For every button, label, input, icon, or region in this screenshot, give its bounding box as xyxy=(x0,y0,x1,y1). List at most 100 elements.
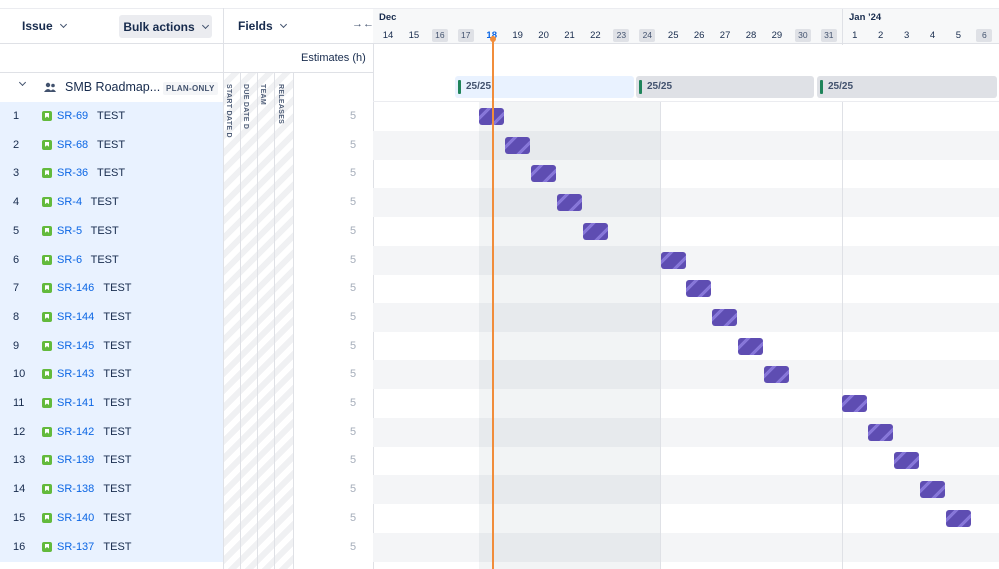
schedule-bar[interactable] xyxy=(712,308,738,326)
schedule-bar[interactable] xyxy=(530,165,556,183)
issue-row[interactable]: 12 SR-142 TEST xyxy=(0,417,223,447)
estimate-cell[interactable]: 5 xyxy=(349,310,357,323)
issue-key-link[interactable]: SR-69 xyxy=(57,110,89,122)
release-bar[interactable]: 25/25 xyxy=(636,76,814,98)
schedule-bar[interactable] xyxy=(479,108,504,125)
estimate-cell[interactable]: 5 xyxy=(349,540,357,553)
issue-key-link[interactable]: SR-141 xyxy=(57,397,95,409)
issue-summary[interactable]: TEST xyxy=(103,368,132,381)
timeline-row[interactable] xyxy=(373,532,999,562)
timeline-row[interactable] xyxy=(373,504,999,533)
issue-summary[interactable]: TEST xyxy=(103,483,132,496)
issue-row[interactable]: 7 SR-146 TEST xyxy=(0,274,223,304)
issue-key-link[interactable]: SR-36 xyxy=(57,167,89,180)
issue-row[interactable]: 16 SR-137 TEST xyxy=(0,532,223,562)
timeline-row[interactable] xyxy=(373,302,999,332)
schedule-bar[interactable] xyxy=(582,222,608,240)
timeline-row[interactable] xyxy=(373,417,999,447)
estimate-cell[interactable]: 5 xyxy=(349,511,357,524)
fields-column-header[interactable]: Fields xyxy=(238,19,287,33)
issue-summary[interactable]: TEST xyxy=(103,282,132,295)
schedule-bar[interactable] xyxy=(842,395,868,412)
estimate-cell[interactable]: 5 xyxy=(349,224,357,237)
parent-title[interactable]: SMB Roadmap... xyxy=(65,80,161,94)
issue-key-link[interactable]: SR-144 xyxy=(57,310,95,323)
issue-key-link[interactable]: SR-6 xyxy=(57,253,83,266)
issue-row[interactable]: 4 SR-4 TEST xyxy=(0,188,223,218)
issue-row[interactable]: 13 SR-139 TEST xyxy=(0,446,223,476)
timeline-row[interactable] xyxy=(373,217,999,246)
estimate-cell[interactable]: 5 xyxy=(349,196,357,209)
issue-key-link[interactable]: SR-68 xyxy=(57,138,89,151)
issue-summary[interactable]: TEST xyxy=(97,138,126,151)
estimate-cell[interactable]: 5 xyxy=(349,339,357,352)
issue-row[interactable]: 8 SR-144 TEST xyxy=(0,302,223,332)
team-column-label[interactable]: TEAM xyxy=(259,84,266,106)
issue-summary[interactable]: TEST xyxy=(90,224,119,237)
estimate-cell[interactable]: 5 xyxy=(349,397,357,409)
start-date-column-label[interactable]: START DATE D xyxy=(225,84,232,138)
issue-row[interactable]: 6 SR-6 TEST xyxy=(0,245,223,275)
issue-row[interactable]: 1 SR-69 TEST xyxy=(0,102,223,131)
schedule-bar[interactable] xyxy=(867,423,893,441)
issue-summary[interactable]: TEST xyxy=(103,425,132,438)
estimate-cell[interactable]: 5 xyxy=(349,425,357,438)
estimate-cell[interactable]: 5 xyxy=(349,454,357,467)
schedule-bar[interactable] xyxy=(919,481,945,499)
issue-summary[interactable]: TEST xyxy=(97,110,126,122)
releases-column-label[interactable]: RELEASES xyxy=(277,84,284,125)
issue-key-link[interactable]: SR-137 xyxy=(57,540,95,553)
issue-key-link[interactable]: SR-5 xyxy=(57,224,83,237)
parent-row[interactable]: SMB Roadmap... PLAN-ONLY xyxy=(0,73,223,102)
issue-summary[interactable]: TEST xyxy=(103,454,132,467)
due-date-column-label[interactable]: DUE DATE D xyxy=(242,84,249,129)
timeline-row[interactable] xyxy=(373,389,999,418)
issue-summary[interactable]: TEST xyxy=(90,253,119,266)
collapse-arrows-icon[interactable]: →← xyxy=(352,18,374,30)
schedule-bar[interactable] xyxy=(738,337,764,355)
issue-row[interactable]: 9 SR-145 TEST xyxy=(0,331,223,361)
issue-row[interactable]: 15 SR-140 TEST xyxy=(0,503,223,533)
issue-row[interactable]: 2 SR-68 TEST xyxy=(0,130,223,160)
schedule-bar[interactable] xyxy=(945,509,971,527)
release-bar[interactable]: 25/25 xyxy=(817,76,997,98)
issue-row[interactable]: 3 SR-36 TEST xyxy=(0,159,223,189)
issue-row[interactable]: 14 SR-138 TEST xyxy=(0,475,223,505)
timeline-row[interactable] xyxy=(373,332,999,361)
estimate-cell[interactable]: 5 xyxy=(349,368,357,381)
issue-row[interactable]: 10 SR-143 TEST xyxy=(0,360,223,390)
issue-column-header[interactable]: Issue xyxy=(22,19,67,33)
issue-key-link[interactable]: SR-142 xyxy=(57,425,95,438)
timeline-row[interactable] xyxy=(373,360,999,390)
issue-summary[interactable]: TEST xyxy=(103,339,132,352)
timeline-row[interactable] xyxy=(373,245,999,275)
issue-summary[interactable]: TEST xyxy=(97,167,126,180)
schedule-bar[interactable] xyxy=(556,194,582,212)
timeline-row[interactable] xyxy=(373,475,999,505)
issue-key-link[interactable]: SR-145 xyxy=(57,339,95,352)
schedule-bar[interactable] xyxy=(504,136,530,154)
issue-summary[interactable]: TEST xyxy=(103,540,132,553)
issue-key-link[interactable]: SR-138 xyxy=(57,483,95,496)
schedule-bar[interactable] xyxy=(686,280,712,298)
timeline-row[interactable] xyxy=(373,102,999,131)
timeline-row[interactable] xyxy=(373,159,999,188)
estimate-cell[interactable]: 5 xyxy=(349,110,357,122)
chevron-down-icon[interactable] xyxy=(18,78,27,87)
estimate-cell[interactable]: 5 xyxy=(349,282,357,295)
estimate-cell[interactable]: 5 xyxy=(349,167,357,180)
schedule-bar[interactable] xyxy=(660,251,686,269)
timeline-row[interactable] xyxy=(373,188,999,218)
issue-summary[interactable]: TEST xyxy=(103,310,132,323)
estimate-cell[interactable]: 5 xyxy=(349,253,357,266)
estimates-column-header[interactable]: Estimates (h) xyxy=(293,44,373,73)
bulk-actions-button[interactable]: Bulk actions xyxy=(119,15,212,38)
schedule-bar[interactable] xyxy=(893,452,919,470)
issue-summary[interactable]: TEST xyxy=(103,397,132,409)
issue-key-link[interactable]: SR-4 xyxy=(57,196,83,209)
release-bar[interactable]: 25/25 xyxy=(455,76,634,98)
issue-summary[interactable]: TEST xyxy=(103,511,132,524)
issue-key-link[interactable]: SR-146 xyxy=(57,282,95,295)
issue-summary[interactable]: TEST xyxy=(90,196,119,209)
issue-key-link[interactable]: SR-143 xyxy=(57,368,95,381)
